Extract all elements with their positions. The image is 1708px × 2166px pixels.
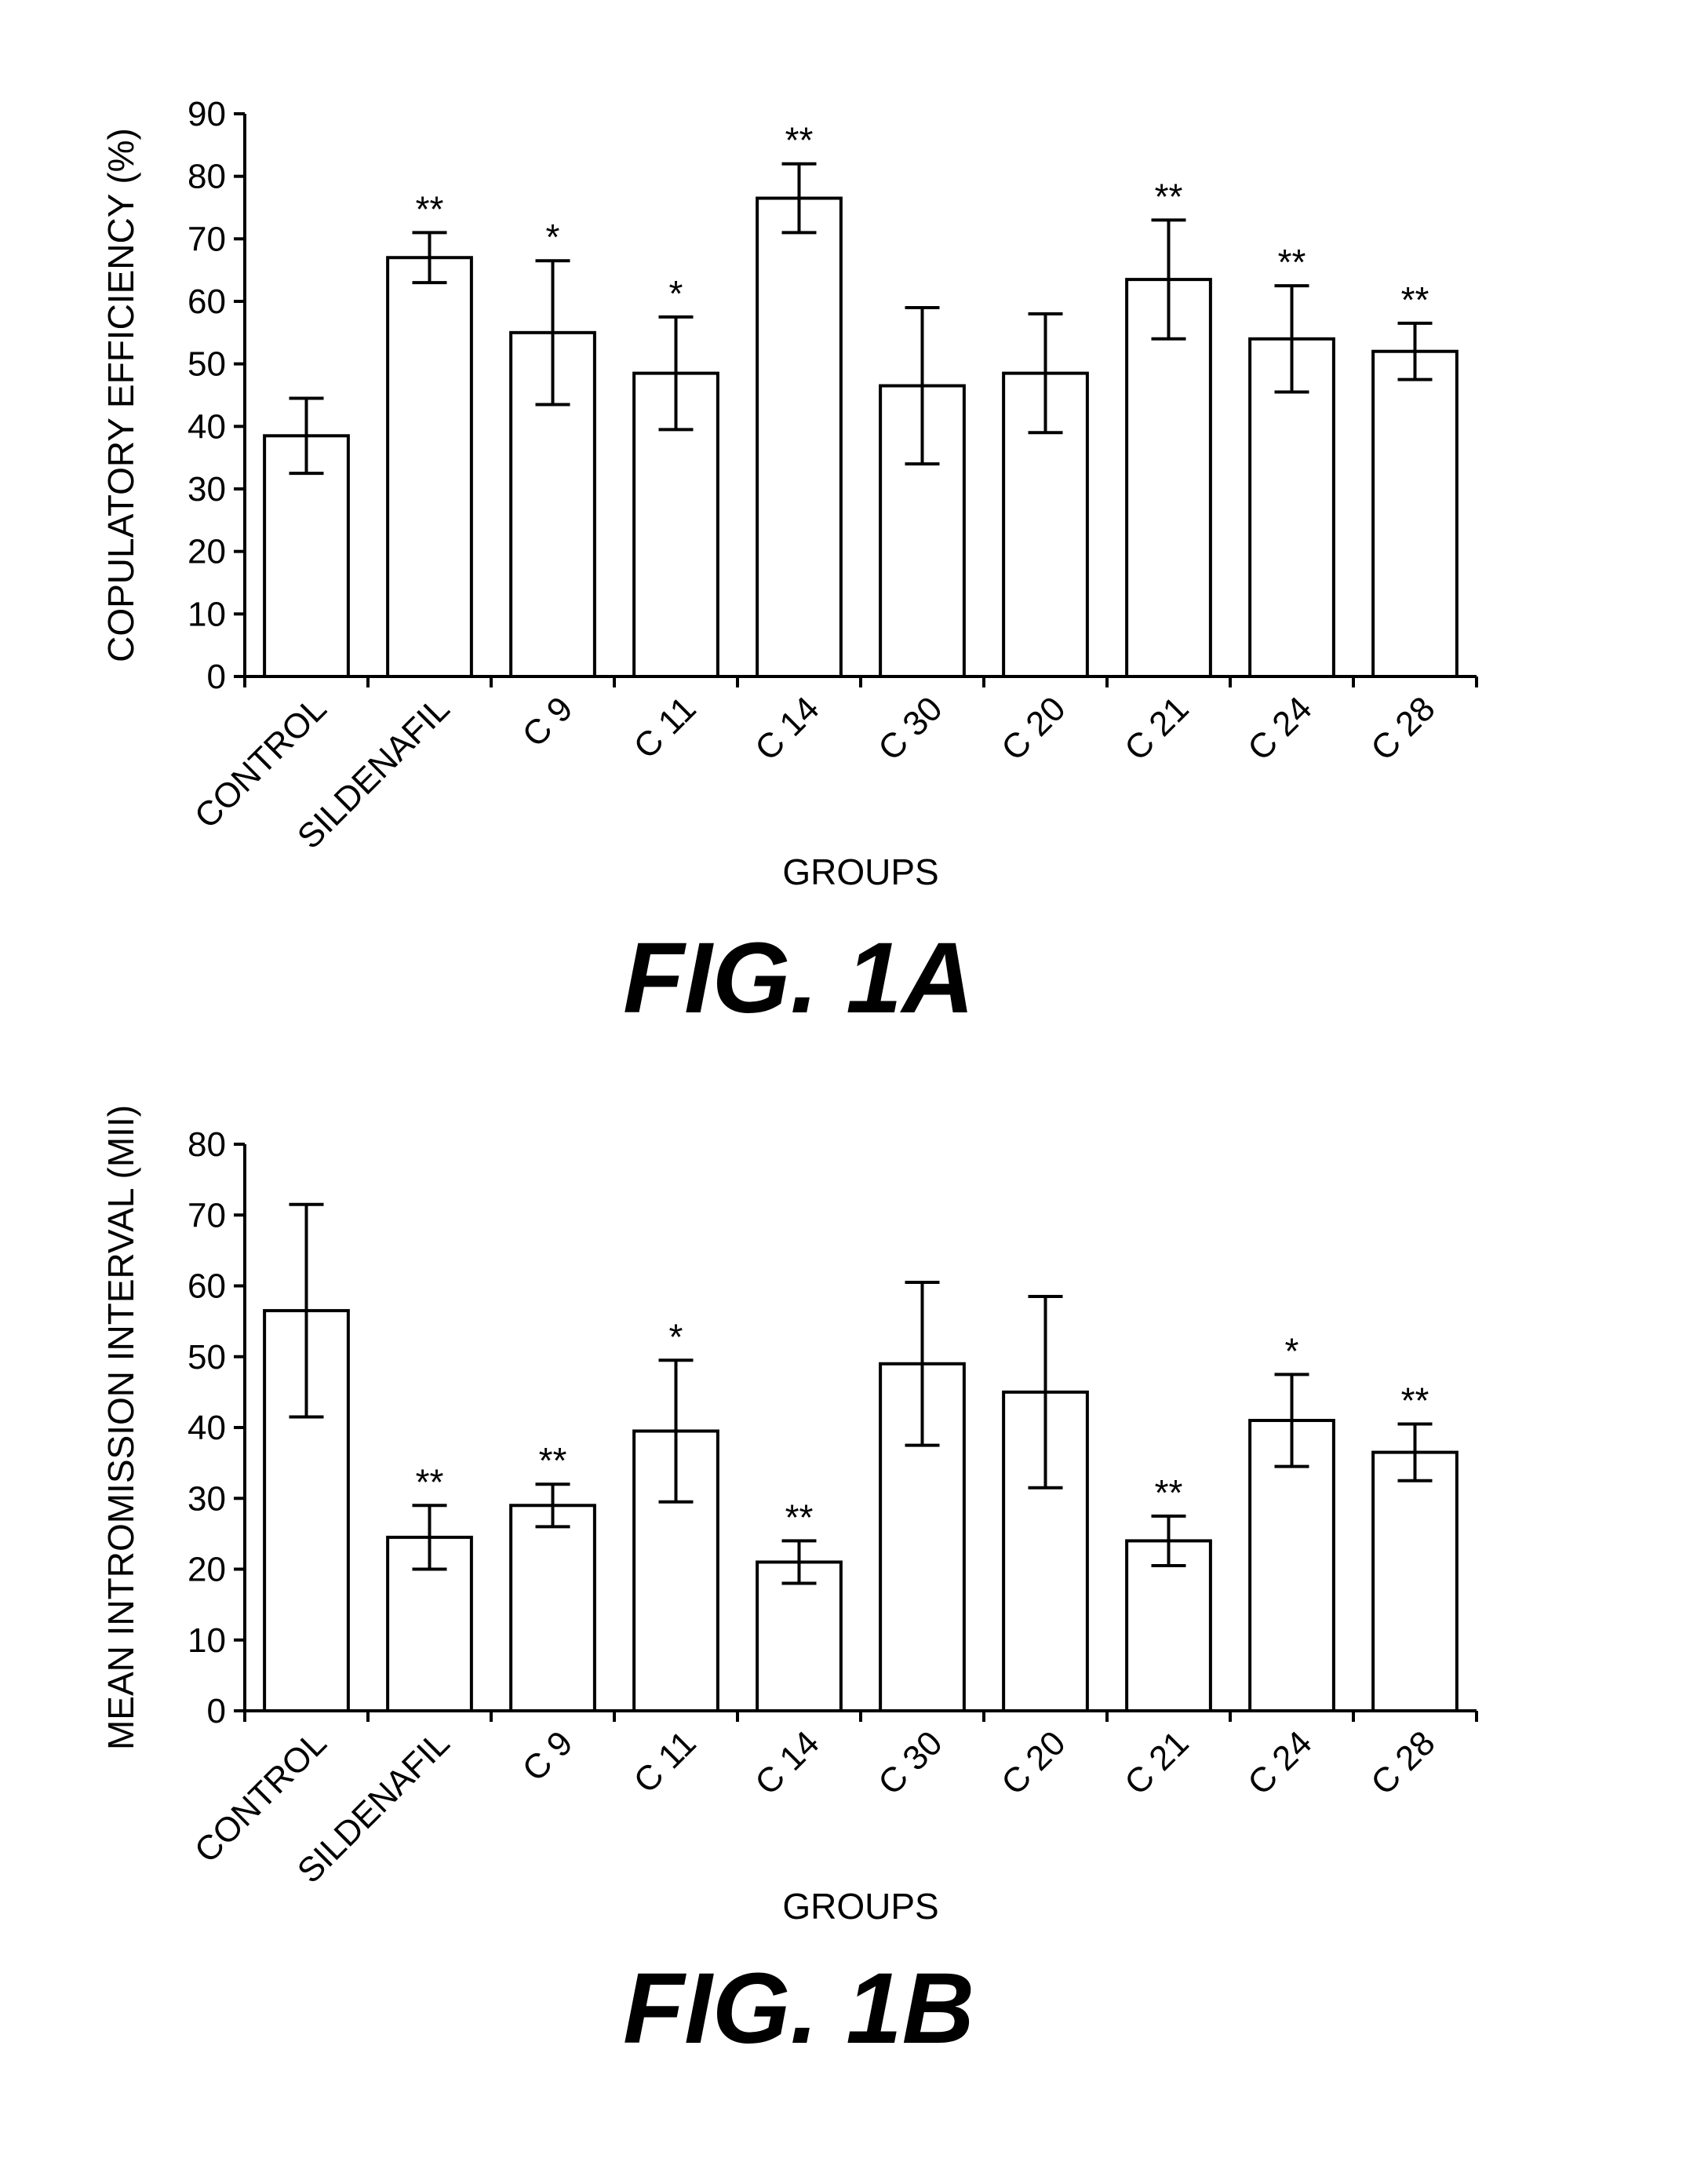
x-tick-label: C 14 bbox=[748, 689, 826, 768]
y-tick-label: 80 bbox=[188, 158, 226, 196]
x-tick-label: C 24 bbox=[1240, 689, 1319, 768]
chart-1b: 01020304050607080CONTROL**SILDENAFIL**C … bbox=[0, 1083, 1708, 2166]
x-tick-label: C 30 bbox=[871, 1723, 949, 1802]
x-tick-label: C 21 bbox=[1117, 1723, 1196, 1802]
significance-marker: ** bbox=[1278, 242, 1306, 283]
x-tick-label: C 28 bbox=[1364, 689, 1442, 768]
bar-c-9 bbox=[511, 1505, 595, 1711]
bar-c-28 bbox=[1373, 1453, 1457, 1711]
significance-marker: * bbox=[546, 217, 560, 257]
significance-marker: * bbox=[669, 1316, 683, 1357]
x-tick-label: C 28 bbox=[1364, 1723, 1442, 1802]
x-tick-label: C 9 bbox=[515, 689, 580, 754]
figure-1a: 0102030405060708090CONTROL**SILDENAFIL*C… bbox=[0, 0, 1708, 1083]
x-tick-label: C 14 bbox=[748, 1723, 826, 1802]
bar-c-14 bbox=[757, 199, 841, 676]
x-tick-label: C 11 bbox=[627, 1723, 704, 1800]
significance-marker: ** bbox=[539, 1440, 567, 1481]
y-tick-label: 20 bbox=[188, 1551, 226, 1589]
significance-marker: ** bbox=[1401, 1380, 1429, 1420]
significance-marker: * bbox=[669, 273, 683, 314]
bar-sildenafil bbox=[388, 257, 472, 676]
x-tick-label: C 21 bbox=[1117, 689, 1196, 768]
x-tick-label: C 20 bbox=[994, 689, 1073, 768]
y-tick-label: 20 bbox=[188, 533, 226, 571]
x-tick-label: C 9 bbox=[515, 1723, 580, 1789]
y-tick-label: 30 bbox=[188, 470, 226, 509]
y-tick-label: 70 bbox=[188, 220, 226, 258]
significance-marker: * bbox=[1285, 1330, 1299, 1371]
significance-marker: ** bbox=[416, 1461, 444, 1502]
y-tick-label: 40 bbox=[188, 407, 226, 446]
x-tick-label: C 11 bbox=[627, 689, 704, 766]
x-tick-label: C 24 bbox=[1240, 1723, 1319, 1802]
y-tick-label: 30 bbox=[188, 1479, 226, 1518]
y-tick-label: 50 bbox=[188, 1338, 226, 1377]
x-tick-label: C 30 bbox=[871, 689, 949, 768]
y-tick-label: 60 bbox=[188, 1267, 226, 1306]
y-tick-label: 90 bbox=[188, 95, 226, 133]
figure-1b: 01020304050607080CONTROL**SILDENAFIL**C … bbox=[0, 1083, 1708, 2166]
significance-marker: ** bbox=[1155, 1472, 1183, 1513]
figure-label: FIG. 1A bbox=[623, 922, 974, 1034]
y-tick-label: 80 bbox=[188, 1125, 226, 1164]
y-tick-label: 70 bbox=[188, 1196, 226, 1234]
y-axis-title: COPULATORY EFFICIENCY (%) bbox=[100, 128, 141, 662]
y-axis-title: MEAN INTROMISSION INTERVAL (MII) bbox=[100, 1105, 141, 1750]
chart-1a: 0102030405060708090CONTROL**SILDENAFIL*C… bbox=[0, 0, 1708, 1083]
y-tick-label: 40 bbox=[188, 1409, 226, 1447]
significance-marker: ** bbox=[785, 1497, 814, 1537]
significance-marker: ** bbox=[1401, 279, 1429, 320]
significance-marker: ** bbox=[416, 188, 444, 229]
y-tick-label: 50 bbox=[188, 345, 226, 384]
bar-c-28 bbox=[1373, 352, 1457, 676]
y-tick-label: 10 bbox=[188, 595, 226, 633]
significance-marker: ** bbox=[785, 120, 814, 161]
figure-label: FIG. 1B bbox=[623, 1953, 974, 2065]
x-axis-title: GROUPS bbox=[782, 1886, 938, 1927]
y-tick-label: 60 bbox=[188, 283, 226, 321]
y-tick-label: 0 bbox=[207, 658, 226, 696]
x-axis-title: GROUPS bbox=[782, 851, 938, 892]
significance-marker: ** bbox=[1155, 176, 1183, 217]
y-tick-label: 0 bbox=[207, 1692, 226, 1730]
x-tick-label: C 20 bbox=[994, 1723, 1073, 1802]
y-tick-label: 10 bbox=[188, 1621, 226, 1660]
